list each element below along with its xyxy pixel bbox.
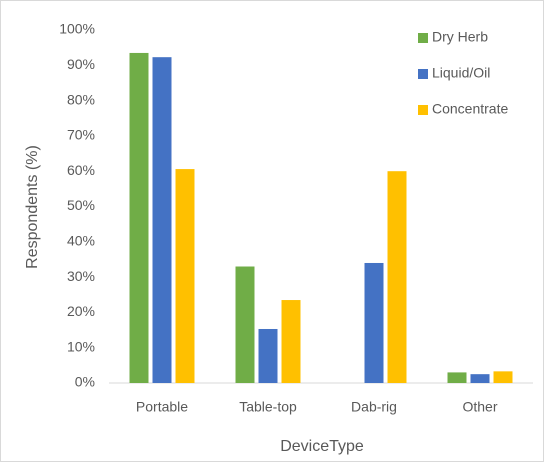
bar: [152, 57, 172, 383]
bar: [387, 171, 407, 383]
bar: [281, 300, 301, 383]
y-tick-label: 60%: [67, 162, 95, 178]
y-tick-label: 20%: [67, 303, 95, 319]
x-axis-title: DeviceType: [280, 438, 364, 455]
x-tick-label: Other: [462, 399, 497, 415]
y-axis-title: Respondents (%): [24, 145, 41, 269]
legend-swatch: [418, 105, 428, 115]
bar: [493, 371, 513, 383]
bar: [470, 374, 490, 383]
bar: [129, 52, 149, 383]
y-tick-label: 10%: [67, 338, 95, 354]
bar: [364, 262, 384, 383]
bar: [175, 169, 195, 383]
x-tick-label: Table-top: [239, 399, 297, 415]
bar: [235, 266, 255, 383]
bar: [258, 328, 278, 383]
x-tick-label: Portable: [136, 399, 188, 415]
y-tick-label: 80%: [67, 91, 95, 107]
x-tick-label: Dab-rig: [351, 399, 397, 415]
legend-swatch: [418, 69, 428, 79]
legend-label: Liquid/Oil: [432, 65, 490, 81]
legend-label: Dry Herb: [432, 29, 488, 45]
y-tick-label: 40%: [67, 233, 95, 249]
y-tick-label: 30%: [67, 268, 95, 284]
y-tick-label: 0%: [75, 374, 95, 390]
y-tick-label: 90%: [67, 56, 95, 72]
bar: [447, 372, 467, 383]
y-tick-label: 100%: [59, 21, 95, 37]
y-tick-label: 70%: [67, 127, 95, 143]
legend-swatch: [418, 33, 428, 43]
y-tick-label: 50%: [67, 197, 95, 213]
legend-label: Concentrate: [432, 101, 508, 117]
